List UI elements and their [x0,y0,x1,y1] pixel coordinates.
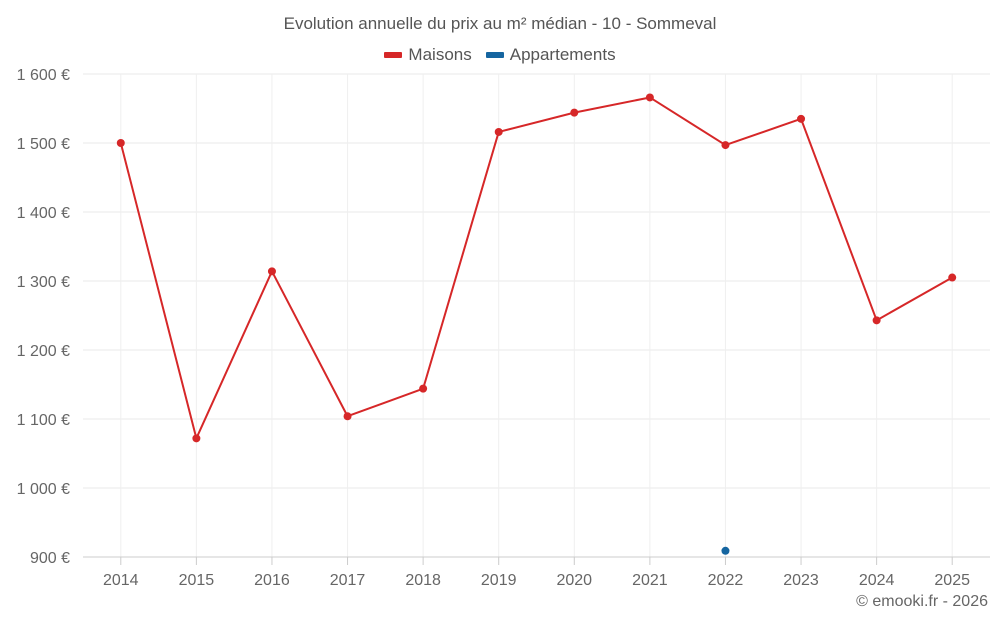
data-point-maisons [797,114,806,123]
y-tick-label: 1 500 € [17,136,70,153]
data-point-maisons [872,316,881,325]
data-point-maisons [343,412,352,421]
y-tick-label: 1 200 € [17,343,70,360]
y-tick-label: 1 000 € [17,481,70,498]
y-tick-label: 1 300 € [17,274,70,291]
legend-item-appartements[interactable]: Appartements [485,45,616,65]
legend-label-maisons: Maisons [408,45,472,64]
series-line-maisons [119,96,953,440]
x-tick-label: 2025 [934,572,970,589]
x-tick-label: 2014 [103,572,139,589]
x-tick-label: 2016 [254,572,290,589]
x-tick-label: 2024 [859,572,895,589]
series-layer [116,93,957,555]
data-point-maisons [192,434,201,443]
x-tick-label: 2020 [556,572,592,589]
chart-legend: Maisons Appartements [0,45,1000,65]
chart-title: Evolution annuelle du prix au m² médian … [283,14,717,33]
x-tick-label: 2021 [632,572,668,589]
y-tick-label: 900 € [30,550,70,567]
grid-layer [83,73,990,557]
data-point-maisons [267,267,276,276]
credit-text: © emooki.fr - 2026 [856,593,988,610]
data-point-appartements [721,546,730,555]
x-tick-label: 2019 [481,572,517,589]
x-tick-label: 2022 [708,572,744,589]
x-tick-label: 2017 [330,572,366,589]
y-tick-label: 1 100 € [17,412,70,429]
x-tick-label: 2023 [783,572,819,589]
y-tick-label: 1 600 € [17,67,70,84]
data-point-maisons [570,108,579,117]
legend-swatch-maisons [384,52,403,58]
y-tick-label: 1 400 € [17,205,70,222]
data-point-maisons [948,273,957,282]
legend-label-appartements: Appartements [509,45,616,64]
data-point-maisons [494,127,503,136]
data-point-maisons [116,139,125,147]
x-tick-label: 2018 [405,572,441,589]
data-point-maisons [645,93,654,102]
axis-layer: 900 € 1 000 € 1 100 € 1 200 € 1 300 € 1 400 €… [17,67,990,589]
legend-item-maisons[interactable]: Maisons [384,45,472,65]
legend-swatch-appartements [485,52,504,58]
x-tick-label: 2015 [179,572,215,589]
data-point-maisons [721,141,730,150]
data-point-maisons [419,384,428,393]
